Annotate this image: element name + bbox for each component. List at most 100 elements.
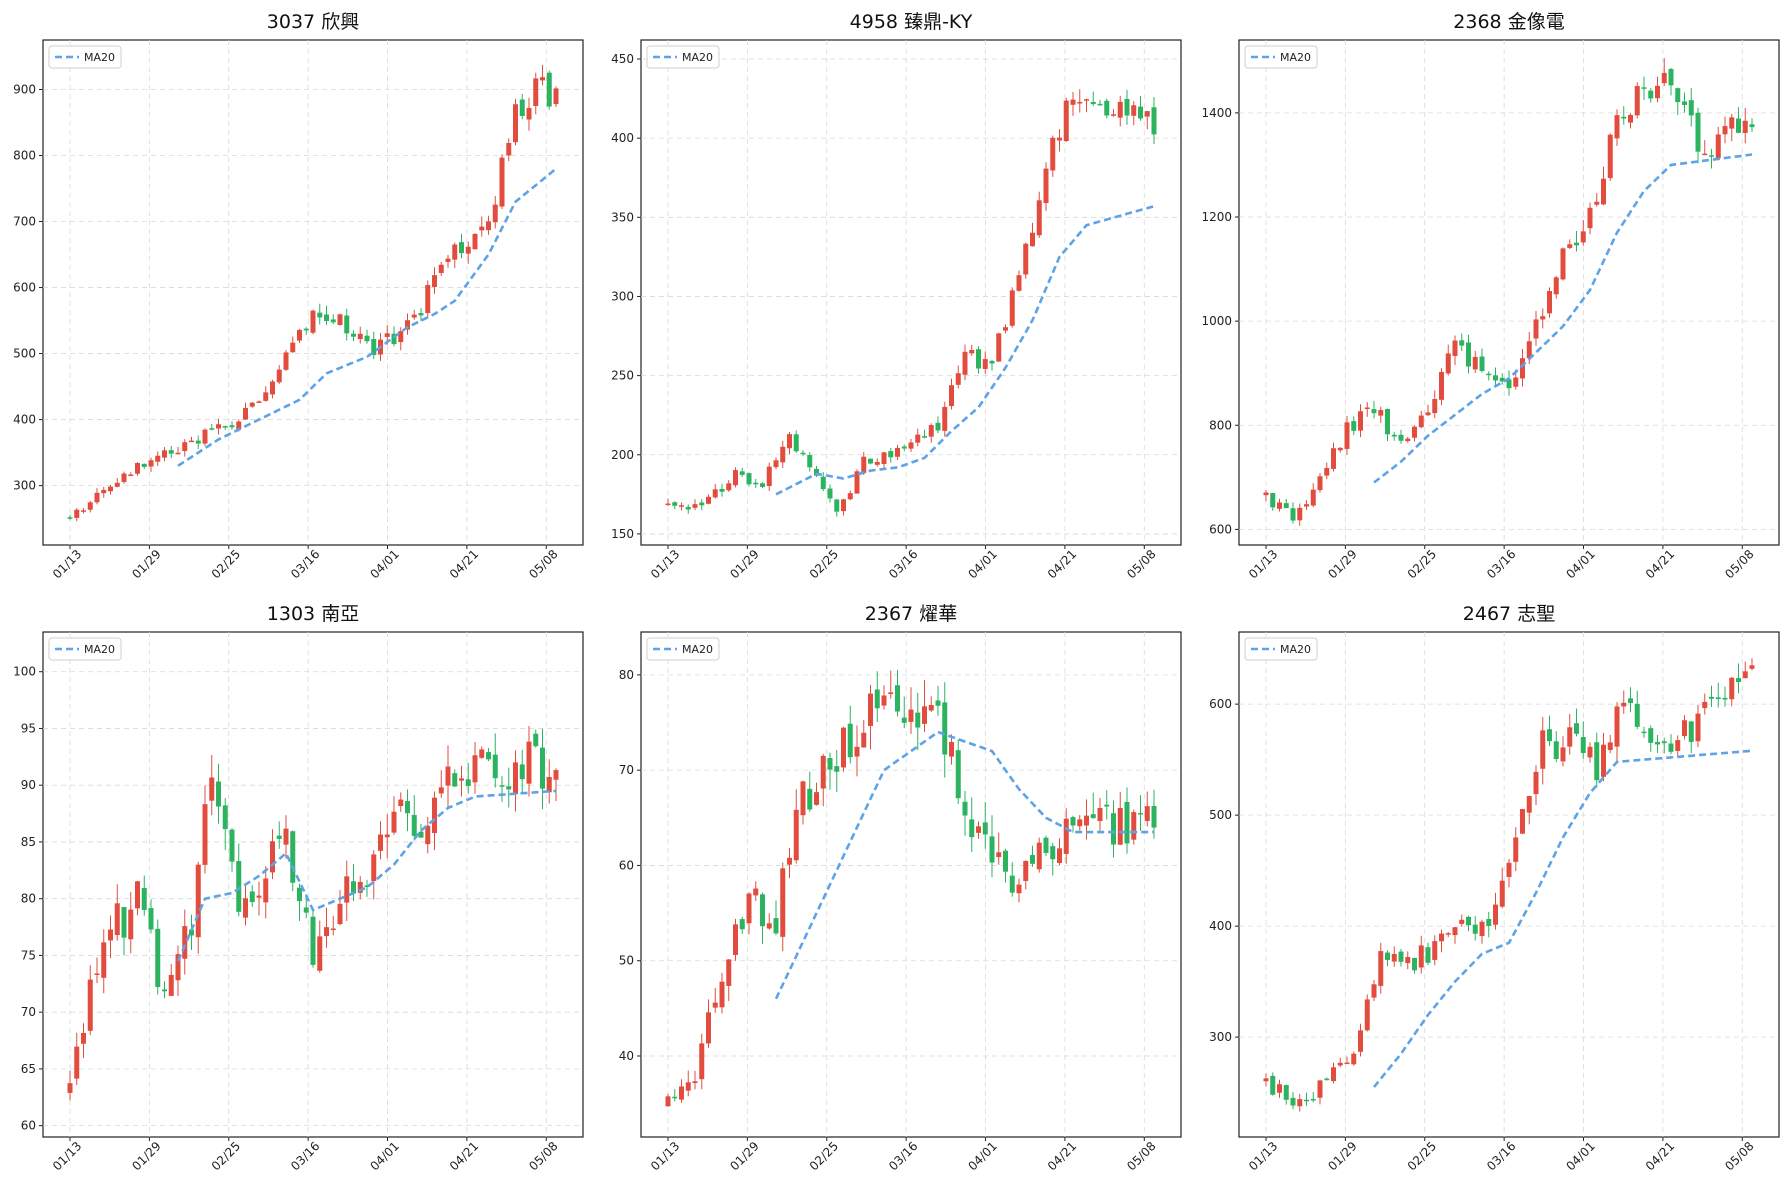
candle-body xyxy=(1688,721,1694,742)
candle-body xyxy=(1648,728,1654,743)
candle-body xyxy=(209,428,215,430)
candle-body xyxy=(665,1096,671,1107)
candle-body xyxy=(976,349,981,369)
candle-body xyxy=(391,811,397,833)
y-tick-label: 500 xyxy=(13,347,36,361)
candle-body xyxy=(1695,713,1701,742)
candle-body xyxy=(1124,801,1130,844)
candle-body xyxy=(1553,741,1559,760)
candle-body xyxy=(1655,741,1660,745)
candle-body xyxy=(1432,941,1438,960)
candle-body xyxy=(1702,153,1708,156)
legend: MA20 xyxy=(646,45,720,69)
candle-body xyxy=(1378,410,1384,416)
candle-body xyxy=(1043,168,1049,204)
candle-body xyxy=(108,486,113,492)
candle-body xyxy=(1063,818,1069,854)
candle-body xyxy=(526,741,532,784)
plot-area xyxy=(42,631,584,1138)
candle-body xyxy=(290,342,296,353)
y-tick-label: 1000 xyxy=(1201,314,1232,328)
candle-body xyxy=(827,488,833,499)
candle-body xyxy=(1151,107,1157,135)
candle-body xyxy=(1077,819,1083,827)
candle-body xyxy=(1385,952,1390,960)
candle-body xyxy=(989,836,995,863)
candle-body xyxy=(1317,1080,1323,1098)
chart-title: 2467 志聖 xyxy=(1463,603,1555,625)
candle-body xyxy=(128,909,134,940)
candle-body xyxy=(787,434,792,449)
x-tick-label: 01/13 xyxy=(50,547,84,581)
candle-body xyxy=(357,333,363,340)
chart-title: 1303 南亞 xyxy=(267,603,359,625)
candle-body xyxy=(807,788,813,810)
x-tick-label: 01/13 xyxy=(50,1139,84,1173)
candle-body xyxy=(1391,434,1397,437)
candle-body xyxy=(692,504,698,508)
candle-body xyxy=(553,88,559,105)
candle-body xyxy=(310,916,316,965)
candle-body xyxy=(270,841,275,873)
candle-body xyxy=(337,314,343,325)
candle-body xyxy=(209,777,215,801)
candle-body xyxy=(1506,379,1512,389)
candle-body xyxy=(128,474,134,477)
candle-body xyxy=(553,770,559,780)
candle-body xyxy=(1641,731,1647,734)
legend-label: MA20 xyxy=(1280,643,1311,656)
candle-body xyxy=(1090,101,1096,105)
y-tick-label: 90 xyxy=(21,778,36,792)
candle-body xyxy=(384,333,390,337)
candle-body xyxy=(1138,106,1143,119)
x-tick-label: 03/16 xyxy=(886,547,920,581)
candle-body xyxy=(1688,100,1694,116)
candle-body xyxy=(1493,375,1498,381)
legend-box xyxy=(48,637,122,661)
candle-body xyxy=(760,894,765,927)
y-tick-label: 60 xyxy=(619,858,634,872)
candle-body xyxy=(834,766,840,772)
x-tick-label: 01/29 xyxy=(727,1139,761,1173)
candle-body xyxy=(1050,846,1056,860)
candle-body xyxy=(901,717,907,723)
candle-body xyxy=(330,928,336,931)
candle-body xyxy=(739,919,745,930)
y-tick-label: 85 xyxy=(21,835,36,849)
ma20-line xyxy=(177,167,557,467)
candle-body xyxy=(1151,805,1157,828)
candle-body xyxy=(182,442,188,452)
y-tick-label: 70 xyxy=(21,1005,36,1019)
candle-body xyxy=(672,1096,678,1099)
candle-body xyxy=(1702,701,1708,709)
x-tick-label: 01/13 xyxy=(648,547,682,581)
candle-body xyxy=(1104,100,1110,116)
candle-body xyxy=(357,881,363,893)
candle-body xyxy=(955,373,961,385)
ma20-line xyxy=(1373,153,1753,484)
candle-body xyxy=(1117,808,1123,845)
candle-body xyxy=(1459,340,1465,346)
chart-panel: 2467 志聖 300 400 500 600 01/13 01/29 02/25 03/16 0… xyxy=(1209,603,1780,1173)
candle-body xyxy=(854,471,860,494)
candle-body xyxy=(1655,85,1660,99)
candle-body xyxy=(1084,815,1089,826)
x-tick-label: 05/08 xyxy=(1124,1139,1158,1173)
candle-body xyxy=(1364,999,1370,1031)
candle-body xyxy=(1009,875,1015,893)
candle-body xyxy=(679,1086,684,1100)
candle-body xyxy=(452,773,458,787)
candle-body xyxy=(425,285,431,314)
candle-body xyxy=(874,461,880,465)
candle-body xyxy=(739,471,745,475)
candle-body xyxy=(67,517,73,519)
candle-body xyxy=(229,425,235,428)
candle-body xyxy=(1077,101,1083,104)
candle-body xyxy=(1111,114,1116,116)
candle-body xyxy=(1351,421,1357,431)
x-tick-label: 03/16 xyxy=(288,547,322,581)
candle-body xyxy=(928,425,934,437)
candle-body xyxy=(1412,957,1417,971)
candle-body xyxy=(459,242,464,254)
candle-body xyxy=(344,876,350,903)
